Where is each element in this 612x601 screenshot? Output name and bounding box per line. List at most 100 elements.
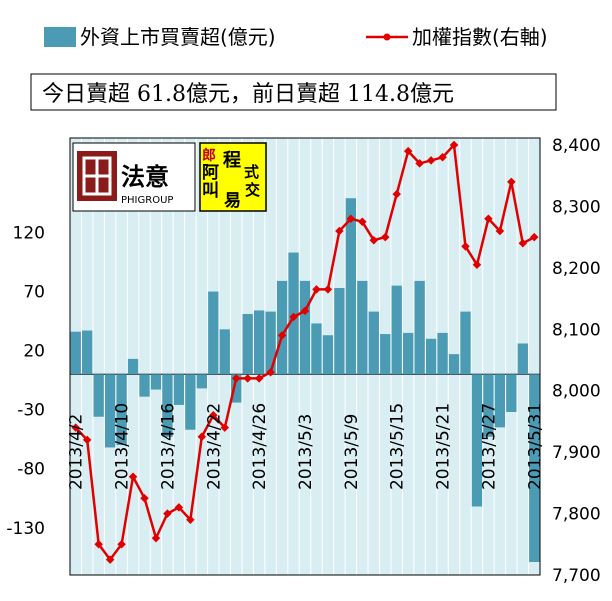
x-tick-label: 2013/4/16 [158,403,178,490]
bar [425,338,437,375]
bar [219,329,230,375]
right-axis-ticks: 8,400 8,300 8,200 8,100 8,000 7,900 7,800 7,700 [552,136,601,586]
line-point [415,159,424,168]
line-point [197,432,207,442]
line-point [369,235,379,245]
bar [414,280,425,375]
line-point [243,374,252,383]
line-point [426,156,436,165]
right-tick-label: 8,100 [552,320,601,340]
bar [116,374,127,446]
line-point [403,146,413,156]
bar [345,198,357,375]
line-point [254,374,264,383]
bar [517,343,528,375]
bar [242,313,253,375]
logo2-char: 式 [244,163,259,181]
line-point [381,232,390,242]
line-point [300,306,310,316]
bar [322,335,334,375]
right-tick-label: 7,700 [552,566,601,586]
right-tick-label: 8,200 [552,259,601,279]
x-axis-ticks: 2013/4/2 2013/4/10 2013/4/16 2013/4/22 2013/… [67,403,546,490]
logo2-char: 阿 [202,163,219,183]
line-point [220,423,229,432]
logo2-char: 交 [245,181,260,199]
logo2-char: 易 [224,191,241,211]
bar [162,374,173,437]
bar [276,280,288,375]
bar [70,331,81,375]
line-point [289,312,298,322]
line-point [312,285,321,294]
bar [448,354,460,375]
line-point [495,226,505,236]
line-point [266,368,275,377]
line-point [71,423,80,432]
bar [368,311,379,375]
bar [127,358,139,375]
x-tick-label: 2013/5/15 [388,403,408,490]
right-tick-label: 8,300 [552,197,601,217]
bar [506,374,517,413]
bar [299,280,311,375]
bar [437,332,448,375]
right-tick-label: 7,900 [552,443,601,463]
bar [403,332,414,375]
bar-series [70,198,540,563]
bar [311,323,322,375]
line-point [209,411,218,420]
left-tick-label: 20 [23,342,45,362]
bar [334,287,345,375]
bar [529,374,540,563]
left-tick-label: -130 [6,519,45,539]
x-tick-label: 2013/4/26 [250,403,270,490]
line-point [392,189,401,199]
x-tick-label: 2013/5/27 [479,403,499,490]
plot-border [69,137,541,576]
line-point [472,260,482,270]
x-tick-label: 2013/4/10 [113,403,133,490]
line-point [346,214,356,223]
left-axis-ticks: 120 70 20 -30 -80 -130 [6,223,45,538]
bar [494,374,506,428]
line-point [484,214,493,223]
summary-box: 今日賣超 61.8億元，前日賣超 114.8億元 [30,73,557,111]
line-point [140,493,149,503]
logo1-sub: PHIGROUP [121,195,173,206]
x-tick-label: 2013/5/21 [434,403,454,490]
bar [460,311,471,375]
logo2-char: 郎 [202,147,216,164]
line-point [174,503,184,512]
x-tick-label: 2013/5/31 [525,403,545,490]
bar [253,310,265,375]
line-point [438,153,447,162]
left-tick-label: 120 [13,223,45,243]
bar [173,374,185,405]
line-point [277,331,287,340]
bar [265,311,276,375]
legend-line-marker [383,33,391,41]
logo2-char: 叫 [202,181,219,201]
legend-bar-label: 外資上市買賣超(億元) [80,25,276,49]
line-point [128,472,138,481]
bar [380,334,391,375]
bar [104,374,116,448]
left-tick-label: 70 [23,283,45,303]
legend-bar-swatch [44,27,76,47]
right-tick-label: 8,400 [552,136,601,156]
right-tick-label: 7,800 [552,505,601,525]
line-point [358,217,367,227]
line-point [231,374,241,383]
left-tick-label: -30 [17,401,45,421]
line-point [82,435,92,445]
logo1-text: 法意 [121,163,169,191]
bar [231,374,242,403]
bar [357,280,368,375]
bar [196,374,207,389]
bar [185,374,196,430]
legend: 外資上市買賣超(億元) 加權指數(右軸) [44,25,548,49]
bar [483,374,494,437]
program-trading-logo: 程 式 交 易 叫 阿 郎 [199,142,267,212]
